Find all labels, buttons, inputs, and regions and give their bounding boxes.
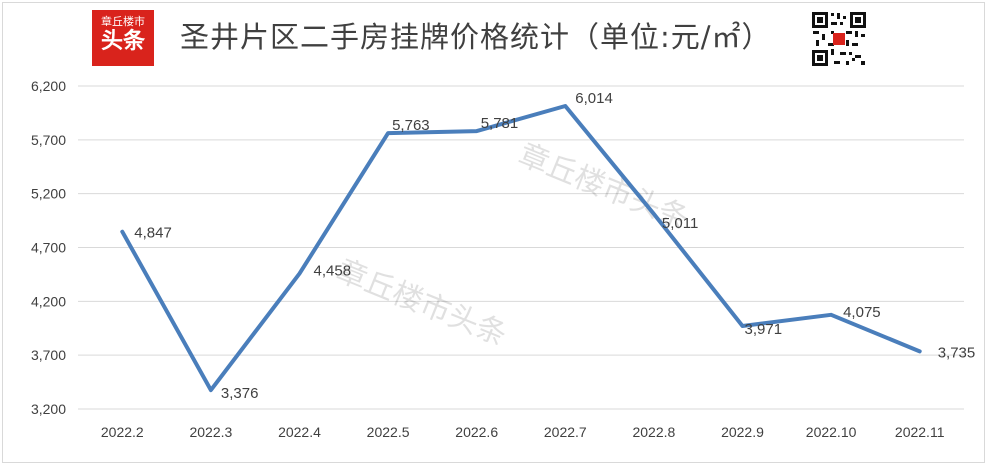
x-tick-label: 2022.7 [544,424,587,440]
x-tick-label: 2022.5 [367,424,410,440]
data-label: 6,014 [575,90,613,107]
x-tick-label: 2022.11 [895,424,945,440]
watermark-text: 章丘楼市头条 [332,253,512,353]
y-tick-label: 4,700 [31,240,66,256]
data-label: 5,781 [481,115,519,132]
data-label: 4,847 [134,225,172,242]
x-tick-label: 2022.10 [806,424,857,440]
logo-line-1: 章丘楼市 [101,15,145,28]
y-tick-label: 5,200 [31,186,66,202]
data-label: 5,011 [662,215,698,232]
gridlines [78,85,964,410]
y-tick-label: 3,200 [31,401,66,417]
x-tick-label: 2022.8 [632,424,675,440]
logo-line-2: 头条 [100,29,145,54]
data-label: 3,735 [938,344,976,361]
y-axis-ticks: 3,200 3,700 4,200 4,700 5,200 5,700 6,200 [31,78,66,417]
data-label: 3,376 [221,385,259,402]
x-tick-label: 2022.2 [101,424,144,440]
x-tick-label: 2022.3 [189,424,232,440]
x-tick-label: 2022.9 [721,424,764,440]
x-tick-label: 2022.6 [455,424,498,440]
y-tick-label: 3,700 [31,347,66,363]
y-tick-label: 4,200 [31,293,66,309]
qr-code-icon [810,10,868,68]
data-label: 4,075 [843,304,881,321]
y-tick-label: 6,200 [31,78,66,94]
x-tick-label: 2022.4 [278,424,321,440]
data-label: 5,763 [392,117,430,134]
y-tick-label: 5,700 [31,132,66,148]
brand-logo: 章丘楼市 头条 [92,10,154,66]
x-axis-ticks: 2022.2 2022.3 2022.4 2022.5 2022.6 2022.7 2022… [101,424,945,440]
data-labels: 4,847 3,376 4,458 5,763 5,781 6,014 5,011 3,971… [134,90,975,402]
data-label: 4,458 [314,263,352,280]
chart-title: 圣井片区二手房挂牌价格统计（单位:元/㎡） [180,20,772,54]
data-label: 3,971 [745,321,783,338]
series-line [120,104,922,393]
